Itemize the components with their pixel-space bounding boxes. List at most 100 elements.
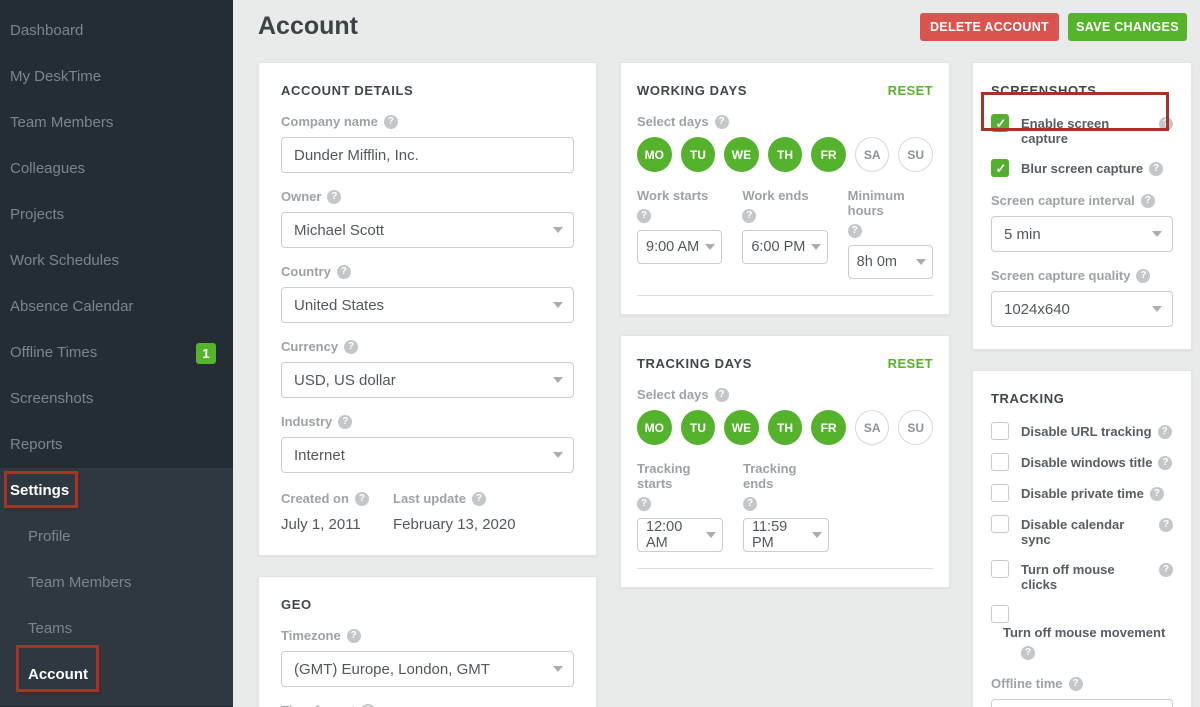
tracking-ends-select[interactable]: 11:59 PM	[743, 518, 829, 552]
screen-capture-interval-label: Screen capture interval	[991, 193, 1173, 208]
industry-select[interactable]: Internet	[281, 437, 574, 473]
blur-screen-capture-checkbox[interactable]	[991, 159, 1010, 178]
card-title: WORKING DAYS	[637, 83, 748, 98]
tracking-days-row: MO TU WE TH FR SA SU	[637, 410, 934, 445]
card-title: ACCOUNT DETAILS	[281, 83, 414, 98]
card-title: GEO	[281, 597, 312, 612]
chevron-down-icon	[553, 227, 563, 233]
work-starts-select[interactable]: 9:00 AM	[637, 230, 723, 264]
sidebar-item-projects[interactable]: Projects	[10, 206, 65, 223]
currency-select[interactable]: USD, US dollar	[281, 362, 574, 398]
working-days-card: WORKING DAYS RESET Select days MO TU WE …	[620, 62, 950, 315]
column-account-details: ACCOUNT DETAILS Company name Owner Micha…	[258, 62, 597, 707]
help-icon	[336, 264, 351, 279]
day-circle-fr[interactable]: FR	[811, 410, 846, 445]
currency-label: Currency	[281, 339, 574, 354]
timezone-select[interactable]: (GMT) Europe, London, GMT	[281, 651, 574, 687]
offline-time-select[interactable]: Approve only	[991, 699, 1173, 707]
screen-capture-quality-select[interactable]: 1024x640	[991, 291, 1173, 327]
last-update-field: Last update February 13, 2020	[393, 491, 516, 533]
company-name-input[interactable]	[281, 137, 574, 173]
help-icon	[1140, 193, 1155, 208]
select-days-label: Select days	[637, 114, 933, 129]
sidebar-item-absence-calendar[interactable]: Absence Calendar	[10, 298, 134, 315]
save-changes-button[interactable]: SAVE CHANGES	[1068, 13, 1187, 41]
help-icon	[1159, 117, 1173, 131]
day-circle-tu[interactable]: TU	[680, 410, 716, 445]
day-circle-sa[interactable]: SA	[854, 410, 890, 445]
day-circle-mo[interactable]: MO	[637, 137, 672, 172]
disable-private-time-checkbox[interactable]	[991, 484, 1009, 502]
sidebar-item-screenshots[interactable]: Screenshots	[10, 390, 94, 407]
last-update-label: Last update	[393, 491, 516, 506]
sidebar-item-offline-times[interactable]: Offline Times 1	[0, 330, 233, 376]
minimum-hours-select[interactable]: 8h 0m	[847, 245, 933, 279]
help-icon	[383, 114, 398, 129]
day-circle-su[interactable]: SU	[898, 410, 934, 445]
tracking-days-reset-link[interactable]: RESET	[887, 356, 933, 371]
turn-off-mouse-clicks-checkbox[interactable]	[991, 560, 1009, 578]
day-circle-th[interactable]: TH	[767, 410, 803, 445]
country-select[interactable]: United States	[281, 287, 574, 323]
sidebar-item-reports[interactable]: Reports	[10, 436, 63, 453]
sidebar-item-dashboard[interactable]: Dashboard	[10, 22, 84, 39]
help-icon	[1157, 425, 1172, 439]
owner-select[interactable]: Michael Scott	[281, 212, 574, 248]
geo-card: GEO Timezone (GMT) Europe, London, GMT T…	[258, 576, 597, 707]
sidebar-item-settings[interactable]: Settings	[10, 482, 70, 499]
disable-calendar-sync-checkbox[interactable]	[991, 515, 1009, 533]
sidebar-item-settings-team-members[interactable]: Team Members	[28, 574, 132, 591]
working-days-reset-link[interactable]: RESET	[887, 83, 933, 98]
help-icon	[637, 209, 651, 223]
tracking-card: TRACKING Disable URL tracking Disable wi…	[972, 370, 1192, 707]
help-icon	[346, 628, 361, 643]
help-icon	[1068, 676, 1083, 691]
day-circle-fr[interactable]: FR	[811, 137, 846, 172]
turn-off-mouse-movement-checkbox[interactable]	[991, 605, 1009, 623]
working-days-row: MO TU WE TH FR SA SU	[637, 137, 934, 172]
country-label: Country	[281, 264, 574, 279]
industry-label: Industry	[281, 414, 574, 429]
sidebar-item-team-members[interactable]: Team Members	[10, 114, 114, 131]
sidebar-item-work-schedules[interactable]: Work Schedules	[10, 252, 119, 269]
help-icon	[354, 491, 369, 506]
help-icon	[742, 209, 757, 223]
day-circle-tu[interactable]: TU	[680, 137, 716, 172]
disable-windows-title-row: Disable windows title	[991, 453, 1173, 471]
day-circle-mo[interactable]: MO	[637, 410, 672, 445]
disable-windows-title-checkbox[interactable]	[991, 453, 1009, 471]
help-icon	[1158, 456, 1173, 470]
day-circle-we[interactable]: WE	[724, 410, 759, 445]
help-icon	[637, 497, 651, 511]
tracking-starts-select[interactable]: 12:00 AM	[637, 518, 723, 552]
offline-times-count-badge: 1	[196, 343, 216, 364]
sidebar-item-settings-account[interactable]: Account	[28, 666, 88, 683]
work-ends-field: Work ends 6:00 PM	[742, 188, 828, 264]
day-circle-sa[interactable]: SA	[854, 137, 890, 172]
day-circle-su[interactable]: SU	[898, 137, 934, 172]
account-details-card: ACCOUNT DETAILS Company name Owner Micha…	[258, 62, 597, 556]
day-circle-we[interactable]: WE	[724, 137, 759, 172]
sidebar-item-settings-teams[interactable]: Teams	[28, 620, 73, 637]
minimum-hours-label: Minimum hours	[847, 188, 933, 238]
divider	[637, 295, 933, 296]
card-head: TRACKING DAYS RESET	[637, 356, 933, 371]
time-format-label: Time format	[281, 703, 574, 707]
disable-private-time-row: Disable private time	[991, 484, 1173, 502]
disable-url-tracking-checkbox[interactable]	[991, 422, 1009, 440]
sidebar-item-colleagues[interactable]: Colleagues	[10, 160, 86, 177]
help-icon	[471, 491, 486, 506]
sidebar-item-settings-profile[interactable]: Profile	[28, 528, 71, 545]
sidebar-item-my-desktime[interactable]: My DeskTime	[10, 68, 102, 85]
chevron-down-icon	[553, 666, 563, 672]
enable-screen-capture-checkbox[interactable]	[991, 114, 1010, 133]
sidebar-settings-section: Settings Profile Team Members Teams Acco…	[0, 468, 233, 706]
chevron-down-icon	[810, 244, 821, 250]
help-icon	[1021, 646, 1035, 660]
delete-account-button[interactable]: DELETE ACCOUNT	[920, 13, 1059, 41]
day-circle-th[interactable]: TH	[767, 137, 803, 172]
work-ends-select[interactable]: 6:00 PM	[742, 230, 828, 264]
screen-capture-interval-select[interactable]: 5 min	[991, 216, 1173, 252]
page-title: Account	[258, 12, 358, 40]
tracking-days-card: TRACKING DAYS RESET Select days MO TU WE…	[620, 335, 950, 588]
